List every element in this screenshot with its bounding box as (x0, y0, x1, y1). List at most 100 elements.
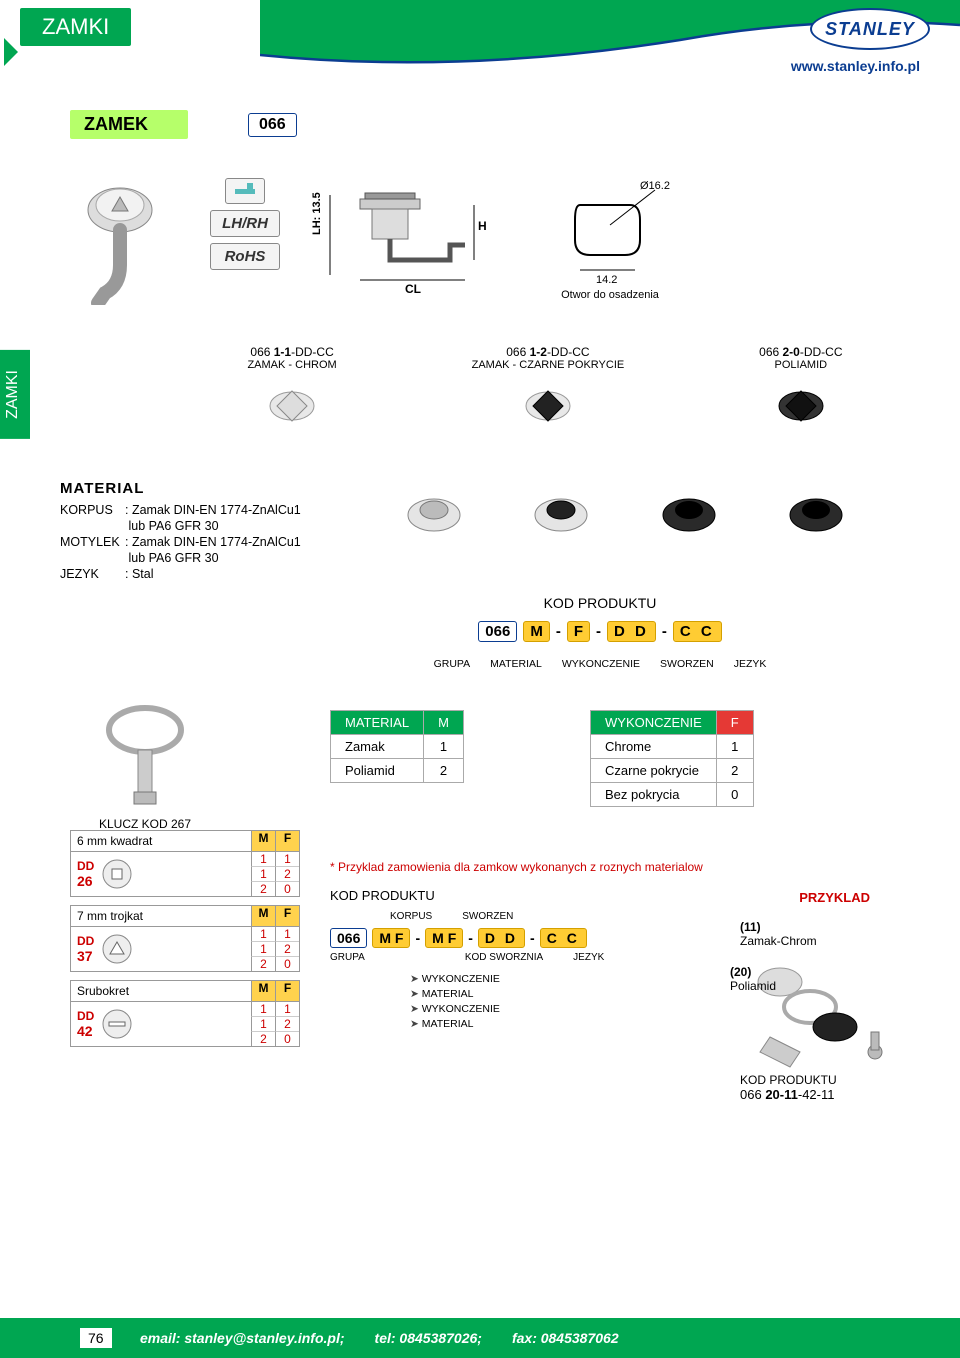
ex-code-pre: 066 (740, 1087, 765, 1102)
code-labels: GRUPA MATERIAL WYKONCZENIE SWORZEN JEZYK (340, 658, 860, 670)
code-label: GRUPA (434, 658, 471, 670)
svg-text:14.2: 14.2 (596, 274, 617, 285)
website-url: www.stanley.info.pl (791, 58, 920, 74)
finish-table: WYKONCZENIEF Chrome1 Czarne pokrycie2 Be… (590, 710, 754, 807)
product-name: ZAMEK (70, 110, 188, 139)
table-cell: Czarne pokrycie (591, 759, 717, 783)
material-heading: MATERIAL (60, 480, 320, 497)
table-header: MATERIAL (331, 711, 424, 735)
exploded-view-icon (740, 952, 910, 1072)
example-block: * Przyklad zamowienia dla zamkow wykonan… (330, 860, 920, 1033)
opt-cell: 0 (275, 1031, 299, 1046)
opt-cell: 2 (251, 1031, 275, 1046)
bottom-label: KOD SWORZNIA (465, 952, 543, 963)
table-cell: Bez pokrycia (591, 783, 717, 807)
code-box: M F (372, 928, 410, 948)
code-sep: - (530, 930, 535, 946)
opt-cell: 1 (275, 1002, 299, 1016)
example-right: (11) Zamak-Chrom (20) Poliamid KOD PRODU… (740, 920, 910, 1102)
product-code-format-1: KOD PRODUKTU 066 M - F - D D - C C GRUPA… (340, 595, 860, 670)
table-cell: Chrome (591, 735, 717, 759)
bottom-label: JEZYK (573, 952, 604, 963)
nut-icon (399, 480, 469, 540)
variant-desc: POLIAMID (759, 359, 842, 371)
dd-number: 42 (77, 1023, 94, 1039)
variant-head-icon (766, 371, 836, 431)
variant-code-suf: -DD-CC (547, 345, 590, 359)
variants-row: 066 1-1-DD-CC ZAMAK - CHROM 066 1-2-DD-C… (180, 345, 910, 434)
material-block: MATERIAL KORPUS : Zamak DIN-EN 1774-ZnAlC… (60, 480, 320, 583)
variant-head-icon (513, 371, 583, 431)
option-table: 7 mm trojkatMF DD 37 112 120 (70, 905, 300, 972)
table-cell: 0 (716, 783, 753, 807)
example-note-text: Przyklad zamowienia dla zamkow wykonanyc… (338, 860, 703, 874)
variant-2: 066 1-2-DD-CC ZAMAK - CZARNE POKRYCIE (472, 345, 625, 434)
variant-code-bold: 1-1 (274, 345, 291, 359)
opt-cell: 2 (251, 881, 275, 896)
rohs-badge: RoHS (210, 243, 280, 270)
mat-val: lub PA6 GFR 30 (125, 551, 219, 565)
col-m: M (251, 831, 275, 851)
hole-caption: Otwor do osadzenia (561, 289, 659, 301)
code-box: C C (673, 621, 722, 642)
col-m: M (251, 906, 275, 926)
ex-code-suf: -42-11 (798, 1087, 835, 1102)
table-cell: Poliamid (331, 759, 424, 783)
ex-n20: (20) (730, 965, 751, 979)
variant-code-bold: 1-2 (530, 345, 547, 359)
code-label: SWORZEN (660, 658, 714, 670)
table-header: M (424, 711, 464, 735)
nut-images-row (370, 480, 880, 540)
code-box: D D (607, 621, 656, 642)
nut-icon (526, 480, 596, 540)
opt-cell: 1 (251, 927, 275, 941)
opt-cell: 2 (275, 941, 299, 956)
code-box: M (523, 621, 550, 642)
opt-cell: 1 (251, 866, 275, 881)
code-label: JEZYK (734, 658, 767, 670)
table-cell: 2 (424, 759, 464, 783)
table-header: F (716, 711, 753, 735)
ex-n11: (11) (740, 920, 761, 934)
variant-desc: ZAMAK - CZARNE POKRYCIE (472, 359, 625, 371)
ex-kp-label: KOD PRODUKTU (740, 1073, 910, 1087)
dd-number: 37 (77, 948, 94, 964)
variant-code-pre: 066 (759, 345, 782, 359)
code-sep: - (415, 930, 420, 946)
product-title-row: ZAMEK 066 (70, 110, 297, 139)
variant-code-bold: 2-0 (783, 345, 800, 359)
top-label: SWORZEN (462, 911, 513, 922)
insert-icon (100, 932, 134, 966)
cam-lock-icon (70, 175, 180, 305)
mat-label: KORPUS (60, 503, 125, 517)
opt-cell: 2 (251, 956, 275, 971)
key-block: KLUCZ KOD 267 (90, 700, 200, 831)
option-table: SrubokretMF DD 42 112 120 (70, 980, 300, 1047)
bottom-label: GRUPA (330, 952, 365, 963)
mat-val: lub PA6 GFR 30 (125, 519, 219, 533)
mat-val: : Zamak DIN-EN 1774-ZnAlCu1 (125, 535, 301, 549)
variant-code-pre: 066 (250, 345, 273, 359)
mount-icon (225, 178, 265, 204)
material-table: MATERIALM Zamak1 Poliamid2 (330, 710, 464, 783)
dd-label: DD (77, 1009, 94, 1023)
code-sep: - (596, 623, 601, 640)
variant-head-icon (257, 371, 327, 431)
opt-cell: 1 (251, 1002, 275, 1016)
variant-code-suf: -DD-CC (800, 345, 843, 359)
opt-cell: 1 (251, 1016, 275, 1031)
insert-icon (100, 857, 134, 891)
code-sep: - (556, 623, 561, 640)
svg-text:CL: CL (405, 282, 421, 296)
mat-val: : Stal (125, 567, 154, 581)
col-f: F (275, 831, 299, 851)
brand-logo: STANLEY (810, 8, 930, 50)
opt-cell: 1 (275, 927, 299, 941)
option-table: 6 mm kwadratMF DD 26 112 120 (70, 830, 300, 897)
code-box: C C (540, 928, 587, 948)
side-tab: ZAMKI (0, 350, 30, 439)
dd-number: 26 (77, 873, 94, 889)
top-label: KORPUS (390, 911, 432, 922)
opt-cell: 1 (251, 852, 275, 866)
variant-desc: ZAMAK - CHROM (247, 359, 336, 371)
